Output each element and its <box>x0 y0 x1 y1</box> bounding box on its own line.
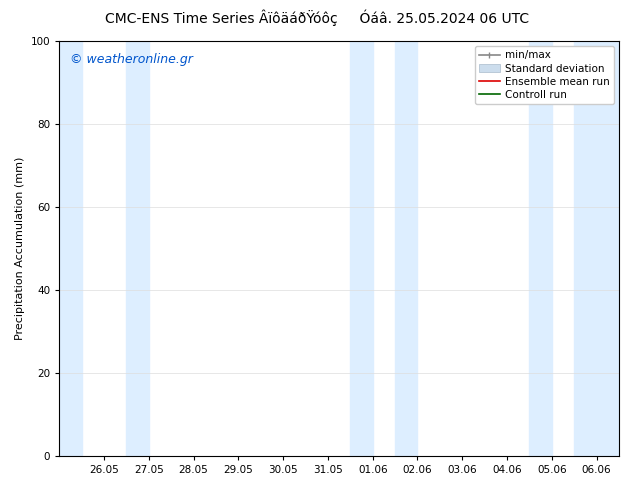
Bar <box>126 41 149 456</box>
Bar <box>351 41 373 456</box>
Text: CMC-ENS Time Series ÂïôäáðŸóôç     Óáâ. 25.05.2024 06 UTC: CMC-ENS Time Series ÂïôäáðŸóôç Óáâ. 25.0… <box>105 10 529 26</box>
Y-axis label: Precipitation Accumulation (mm): Precipitation Accumulation (mm) <box>15 157 25 340</box>
Legend: min/max, Standard deviation, Ensemble mean run, Controll run: min/max, Standard deviation, Ensemble me… <box>475 46 614 104</box>
Bar <box>529 41 552 456</box>
Bar <box>59 41 82 456</box>
Bar <box>395 41 417 456</box>
Bar <box>574 41 619 456</box>
Text: © weatheronline.gr: © weatheronline.gr <box>70 53 193 67</box>
